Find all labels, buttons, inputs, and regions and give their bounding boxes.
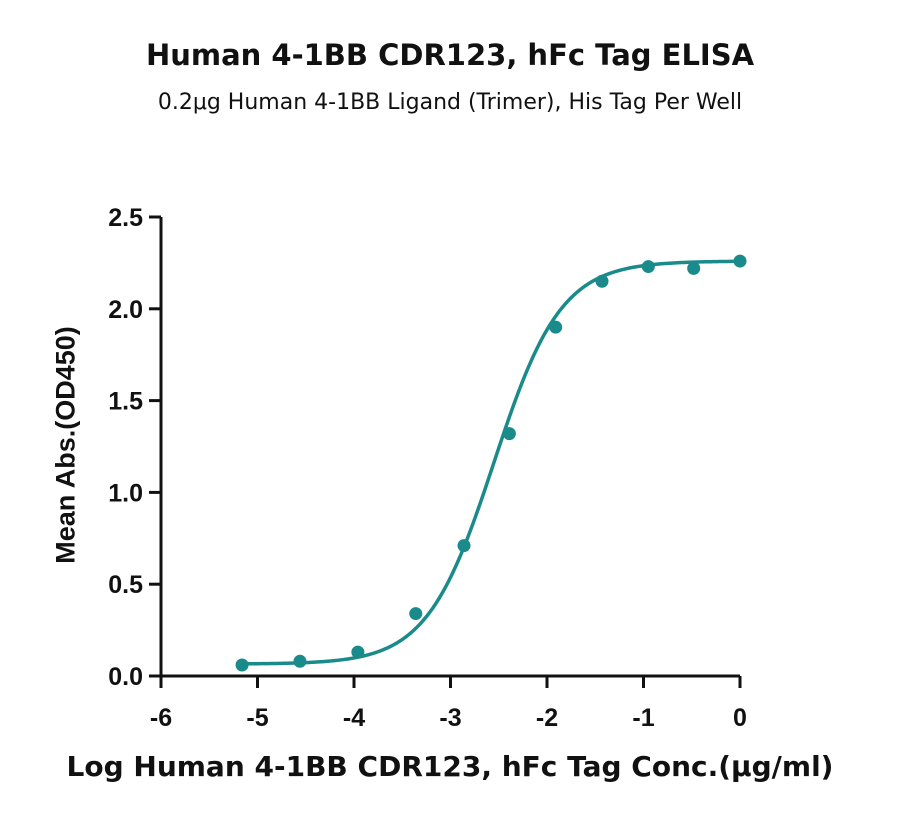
x-tick-label: 0 (733, 704, 747, 732)
data-point (409, 607, 423, 621)
y-axis-label: Mean Abs.(OD450) (50, 326, 81, 564)
x-tick-label: -5 (246, 704, 268, 732)
chart-title: Human 4-1BB CDR123, hFc Tag ELISA (145, 38, 755, 72)
y-tick-label: 0.0 (108, 663, 143, 691)
data-point (457, 539, 471, 553)
y-tick-label: 2.5 (108, 204, 143, 232)
y-tick-label: 1.0 (108, 479, 143, 507)
y-tick-label: 2.0 (108, 296, 143, 324)
y-tick-label: 0.5 (108, 571, 143, 599)
axes (159, 217, 740, 678)
data-point (641, 260, 655, 274)
data-point (733, 254, 747, 268)
x-tick-label: -2 (536, 704, 558, 732)
data-point (502, 427, 516, 441)
chart-subtitle: 0.2μg Human 4-1BB Ligand (Trimer), His T… (157, 90, 743, 115)
y-tick-label: 1.5 (108, 388, 143, 416)
fit-curve (242, 259, 741, 666)
x-tick-label: -1 (632, 704, 654, 732)
x-tick-label: -6 (150, 704, 172, 732)
data-point (687, 261, 701, 275)
data-points (235, 254, 747, 672)
y-ticks: 0.0 0.5 1.0 1.5 2.0 2.5 (108, 204, 161, 691)
data-point (293, 654, 307, 668)
data-point (549, 320, 563, 334)
data-point (595, 274, 609, 288)
data-point (235, 658, 249, 672)
x-tick-label: -3 (439, 704, 461, 732)
x-tick-label: -4 (343, 704, 365, 732)
x-axis-label: Log Human 4-1BB CDR123, hFc Tag Conc.(μg… (66, 750, 834, 783)
data-point (351, 645, 365, 659)
x-ticks: -6 -5 -4 -3 -2 -1 0 (150, 676, 747, 732)
